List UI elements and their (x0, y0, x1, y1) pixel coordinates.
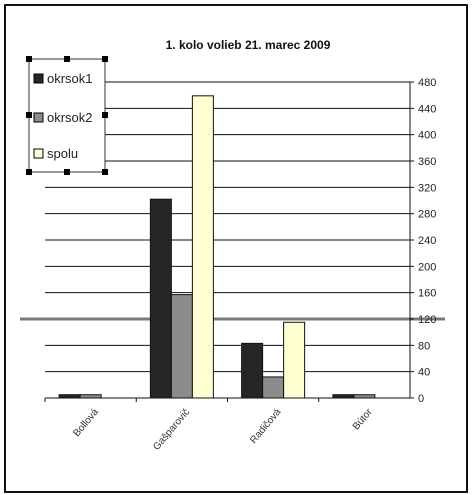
legend-handle-right[interactable] (102, 112, 108, 118)
legend-swatch-okrsok2 (33, 112, 44, 123)
chart-title: 1. kolo volieb 21. marec 2009 (166, 38, 331, 52)
legend-label-okrsok2: okrsok2 (47, 110, 93, 125)
y-tick-label: 320 (418, 182, 436, 194)
legend-label-spolu: spolu (47, 146, 78, 161)
gridlines (20, 81, 445, 373)
y-tick-label: 0 (418, 393, 424, 405)
legend-swatch-spolu (33, 148, 44, 159)
legend-handle-top-right[interactable] (102, 56, 108, 62)
legend-item-okrsok2: okrsok2 (33, 110, 93, 125)
legend-handle-top-left[interactable] (26, 56, 32, 62)
category-label: Radičová (248, 407, 284, 446)
bars (58, 95, 376, 399)
bar-okrsok2-2 (262, 376, 285, 399)
legend-handle-bottom-left[interactable] (26, 169, 32, 175)
y-tick-label: 160 (418, 288, 436, 300)
y-tick-labels: 0 40 80 120 160 200 240 280 320 360 400 440 480 (418, 77, 436, 405)
category-label: Bollová (71, 407, 101, 440)
legend-handle-bottom[interactable] (64, 169, 70, 175)
legend-handle-bottom-right[interactable] (102, 169, 108, 175)
category-label: Bútor (351, 406, 375, 432)
legend-handle-left[interactable] (26, 112, 32, 118)
bar-okrsok1-2 (241, 342, 264, 399)
y-tick-label: 40 (418, 367, 430, 379)
y-tick-label: 280 (418, 209, 436, 221)
legend-swatch-okrsok1 (33, 73, 44, 84)
legend-handle-top[interactable] (64, 56, 70, 62)
axes (44, 81, 414, 402)
bar-okrsok2-1 (170, 294, 193, 399)
y-tick-label: 360 (418, 156, 436, 168)
legend-item-spolu: spolu (33, 146, 78, 161)
category-label: Gašparovič (151, 407, 192, 453)
y-tick-label: 240 (418, 235, 436, 247)
y-tick-label: 120 (418, 314, 436, 326)
legend-selection-handles[interactable] (26, 56, 108, 175)
y-tick-label: 440 (418, 103, 436, 115)
legend-item-okrsok1: okrsok1 (33, 71, 93, 86)
y-tick-label: 400 (418, 130, 436, 142)
bar-spolu-2 (283, 321, 306, 399)
y-tick-label: 80 (418, 340, 430, 352)
category-labels: Bollová Gašparovič Radičová Bútor (71, 406, 375, 452)
bar-okrsok1-1 (149, 198, 172, 399)
bar-spolu-1 (191, 95, 214, 399)
legend[interactable]: okrsok1 okrsok2 spolu (26, 56, 108, 175)
legend-label-okrsok1: okrsok1 (47, 71, 93, 86)
y-tick-label: 480 (418, 77, 436, 89)
y-tick-label: 200 (418, 261, 436, 273)
